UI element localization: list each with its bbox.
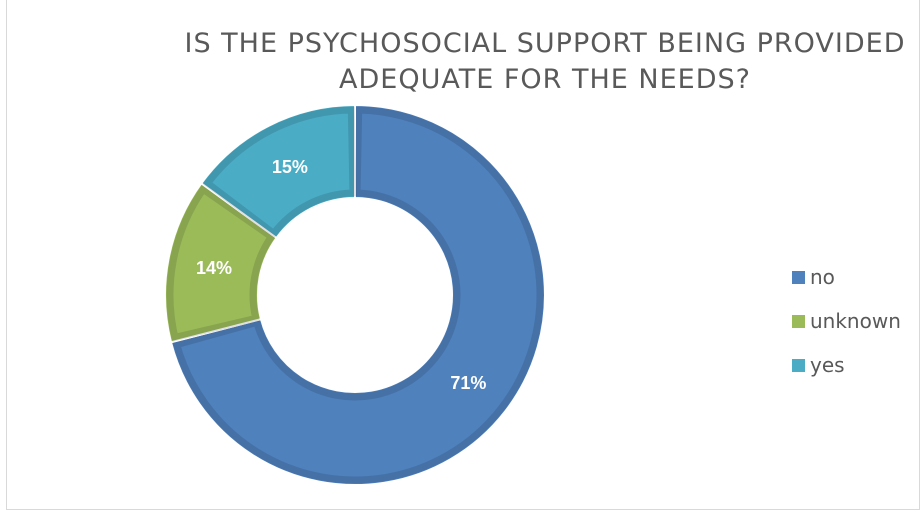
donut-slice-border-yes (202, 106, 357, 239)
donut-slices (164, 103, 546, 486)
legend-label-yes: yes (810, 353, 845, 377)
chart-title-line-2: ADEQUATE FOR THE NEEDS? (339, 64, 751, 95)
legend-swatch-no (792, 270, 805, 284)
legend-item-no: no (792, 255, 901, 299)
donut-slice-border-no (172, 106, 544, 484)
legend-label-no: no (810, 265, 835, 289)
donut-slice-no (169, 103, 546, 486)
data-label-no: 71% (450, 373, 486, 393)
legend-item-unknown: unknown (792, 299, 901, 343)
donut-slice-border-unknown (166, 184, 277, 342)
donut-slice-yes (199, 103, 356, 240)
chart-title-line-1: IS THE PSYCHOSOCIAL SUPPORT BEING PROVID… (184, 28, 906, 59)
data-label-unknown: 14% (196, 258, 232, 278)
legend-item-yes: yes (792, 343, 901, 387)
donut-data-labels: 71% 14% 15% (196, 157, 486, 393)
chart-title: IS THE PSYCHOSOCIAL SUPPORT BEING PROVID… (150, 26, 922, 98)
legend: no unknown yes (792, 255, 901, 387)
legend-swatch-unknown (792, 314, 805, 328)
legend-swatch-yes (792, 358, 805, 372)
legend-label-unknown: unknown (810, 309, 901, 333)
data-label-yes: 15% (272, 157, 308, 177)
